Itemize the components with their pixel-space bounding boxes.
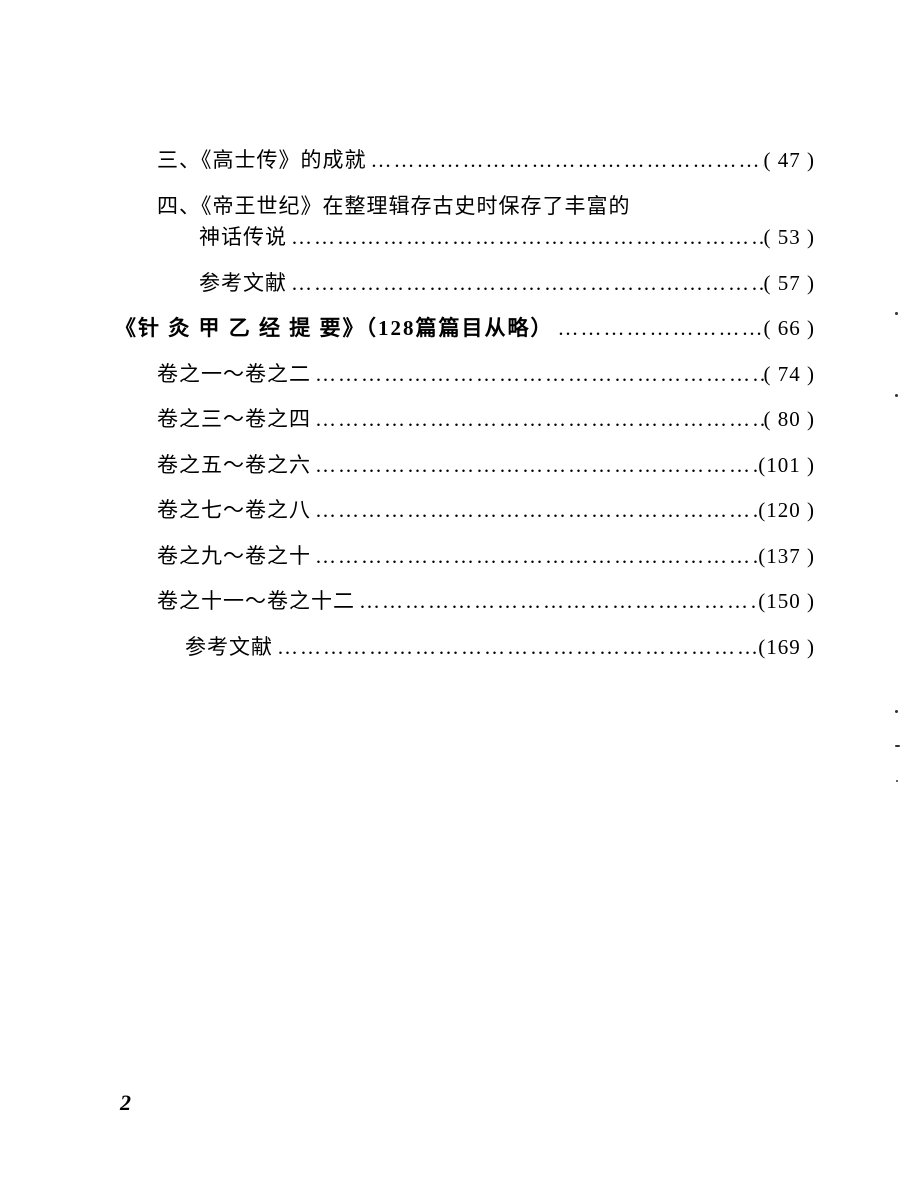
toc-label: 卷之三～卷之四 [157, 404, 311, 436]
toc-label: 《针 灸 甲 乙 经 提 要》（128篇篇目从略） [115, 313, 554, 345]
page-number: 2 [120, 1090, 131, 1116]
toc-entry: 参考文献………………………………………………………………………………………………… [115, 268, 815, 300]
toc-label: 卷之七～卷之八 [157, 495, 311, 527]
toc-entry: 四、《帝王世纪》在整理辑存古史时保存了丰富的 [115, 191, 815, 223]
toc-page: ( 47 ) [764, 145, 816, 177]
toc-dots: ……………………………………………………………………………………………… [311, 404, 764, 436]
toc-dots: ……………………………………………………………………………………………… [311, 359, 764, 391]
toc-label: 参考文献 [199, 268, 287, 300]
toc-entry: 卷之七～卷之八………………………………………………………………………………………… [115, 495, 815, 527]
toc-dots: ……………………………………………………………………………………………… [287, 222, 764, 254]
artifact [895, 312, 898, 315]
toc-page: (101 ) [758, 450, 815, 482]
toc-dots: ……………………………………………………………………………………………… [311, 541, 758, 573]
toc-entry: 《针 灸 甲 乙 经 提 要》（128篇篇目从略）………………………………………… [115, 313, 815, 345]
toc-content: 三、《高士传》的成就………………………………………………………………………………… [115, 145, 815, 677]
toc-page: (120 ) [758, 495, 815, 527]
artifact [896, 780, 898, 782]
artifact [895, 745, 900, 747]
toc-page: (150 ) [758, 586, 815, 618]
toc-label: 参考文献 [185, 632, 273, 664]
toc-label: 四、《帝王世纪》在整理辑存古史时保存了丰富的 [157, 191, 631, 223]
toc-dots: ……………………………………………………………………………………………… [367, 145, 764, 177]
toc-page: ( 57 ) [764, 268, 816, 300]
toc-page: ( 80 ) [764, 404, 816, 436]
toc-entry: 卷之九～卷之十………………………………………………………………………………………… [115, 541, 815, 573]
toc-dots: ……………………………………………………………………………………………… [355, 586, 758, 618]
toc-entry: 参考文献………………………………………………………………………………………………… [115, 632, 815, 664]
toc-label: 卷之五～卷之六 [157, 450, 311, 482]
toc-dots: ……………………………………………………………………………………………… [287, 268, 764, 300]
toc-entry: 卷之一～卷之二………………………………………………………………………………………… [115, 359, 815, 391]
toc-dots: ……………………………………………………………………………………………… [273, 632, 758, 664]
toc-entry: 神话传说………………………………………………………………………………………………… [115, 222, 815, 254]
artifact [895, 394, 898, 397]
toc-entry: 卷之三～卷之四………………………………………………………………………………………… [115, 404, 815, 436]
toc-entry: 三、《高士传》的成就………………………………………………………………………………… [115, 145, 815, 177]
toc-label: 三、《高士传》的成就 [157, 145, 367, 177]
toc-page: ( 53 ) [764, 222, 816, 254]
artifact [895, 710, 898, 713]
toc-dots: ……………………………………………………………………………………………… [554, 313, 764, 345]
toc-page: (137 ) [758, 541, 815, 573]
toc-entry: 卷之五～卷之六………………………………………………………………………………………… [115, 450, 815, 482]
toc-page: (169 ) [758, 632, 815, 664]
toc-label: 卷之九～卷之十 [157, 541, 311, 573]
toc-page: ( 74 ) [764, 359, 816, 391]
toc-label: 卷之一～卷之二 [157, 359, 311, 391]
toc-label: 神话传说 [199, 222, 287, 254]
toc-entry: 卷之十一～卷之十二…………………………………………………………………………………… [115, 586, 815, 618]
toc-dots: ……………………………………………………………………………………………… [311, 495, 758, 527]
toc-dots: ……………………………………………………………………………………………… [311, 450, 758, 482]
toc-page: ( 66 ) [764, 313, 816, 345]
toc-label: 卷之十一～卷之十二 [157, 586, 355, 618]
